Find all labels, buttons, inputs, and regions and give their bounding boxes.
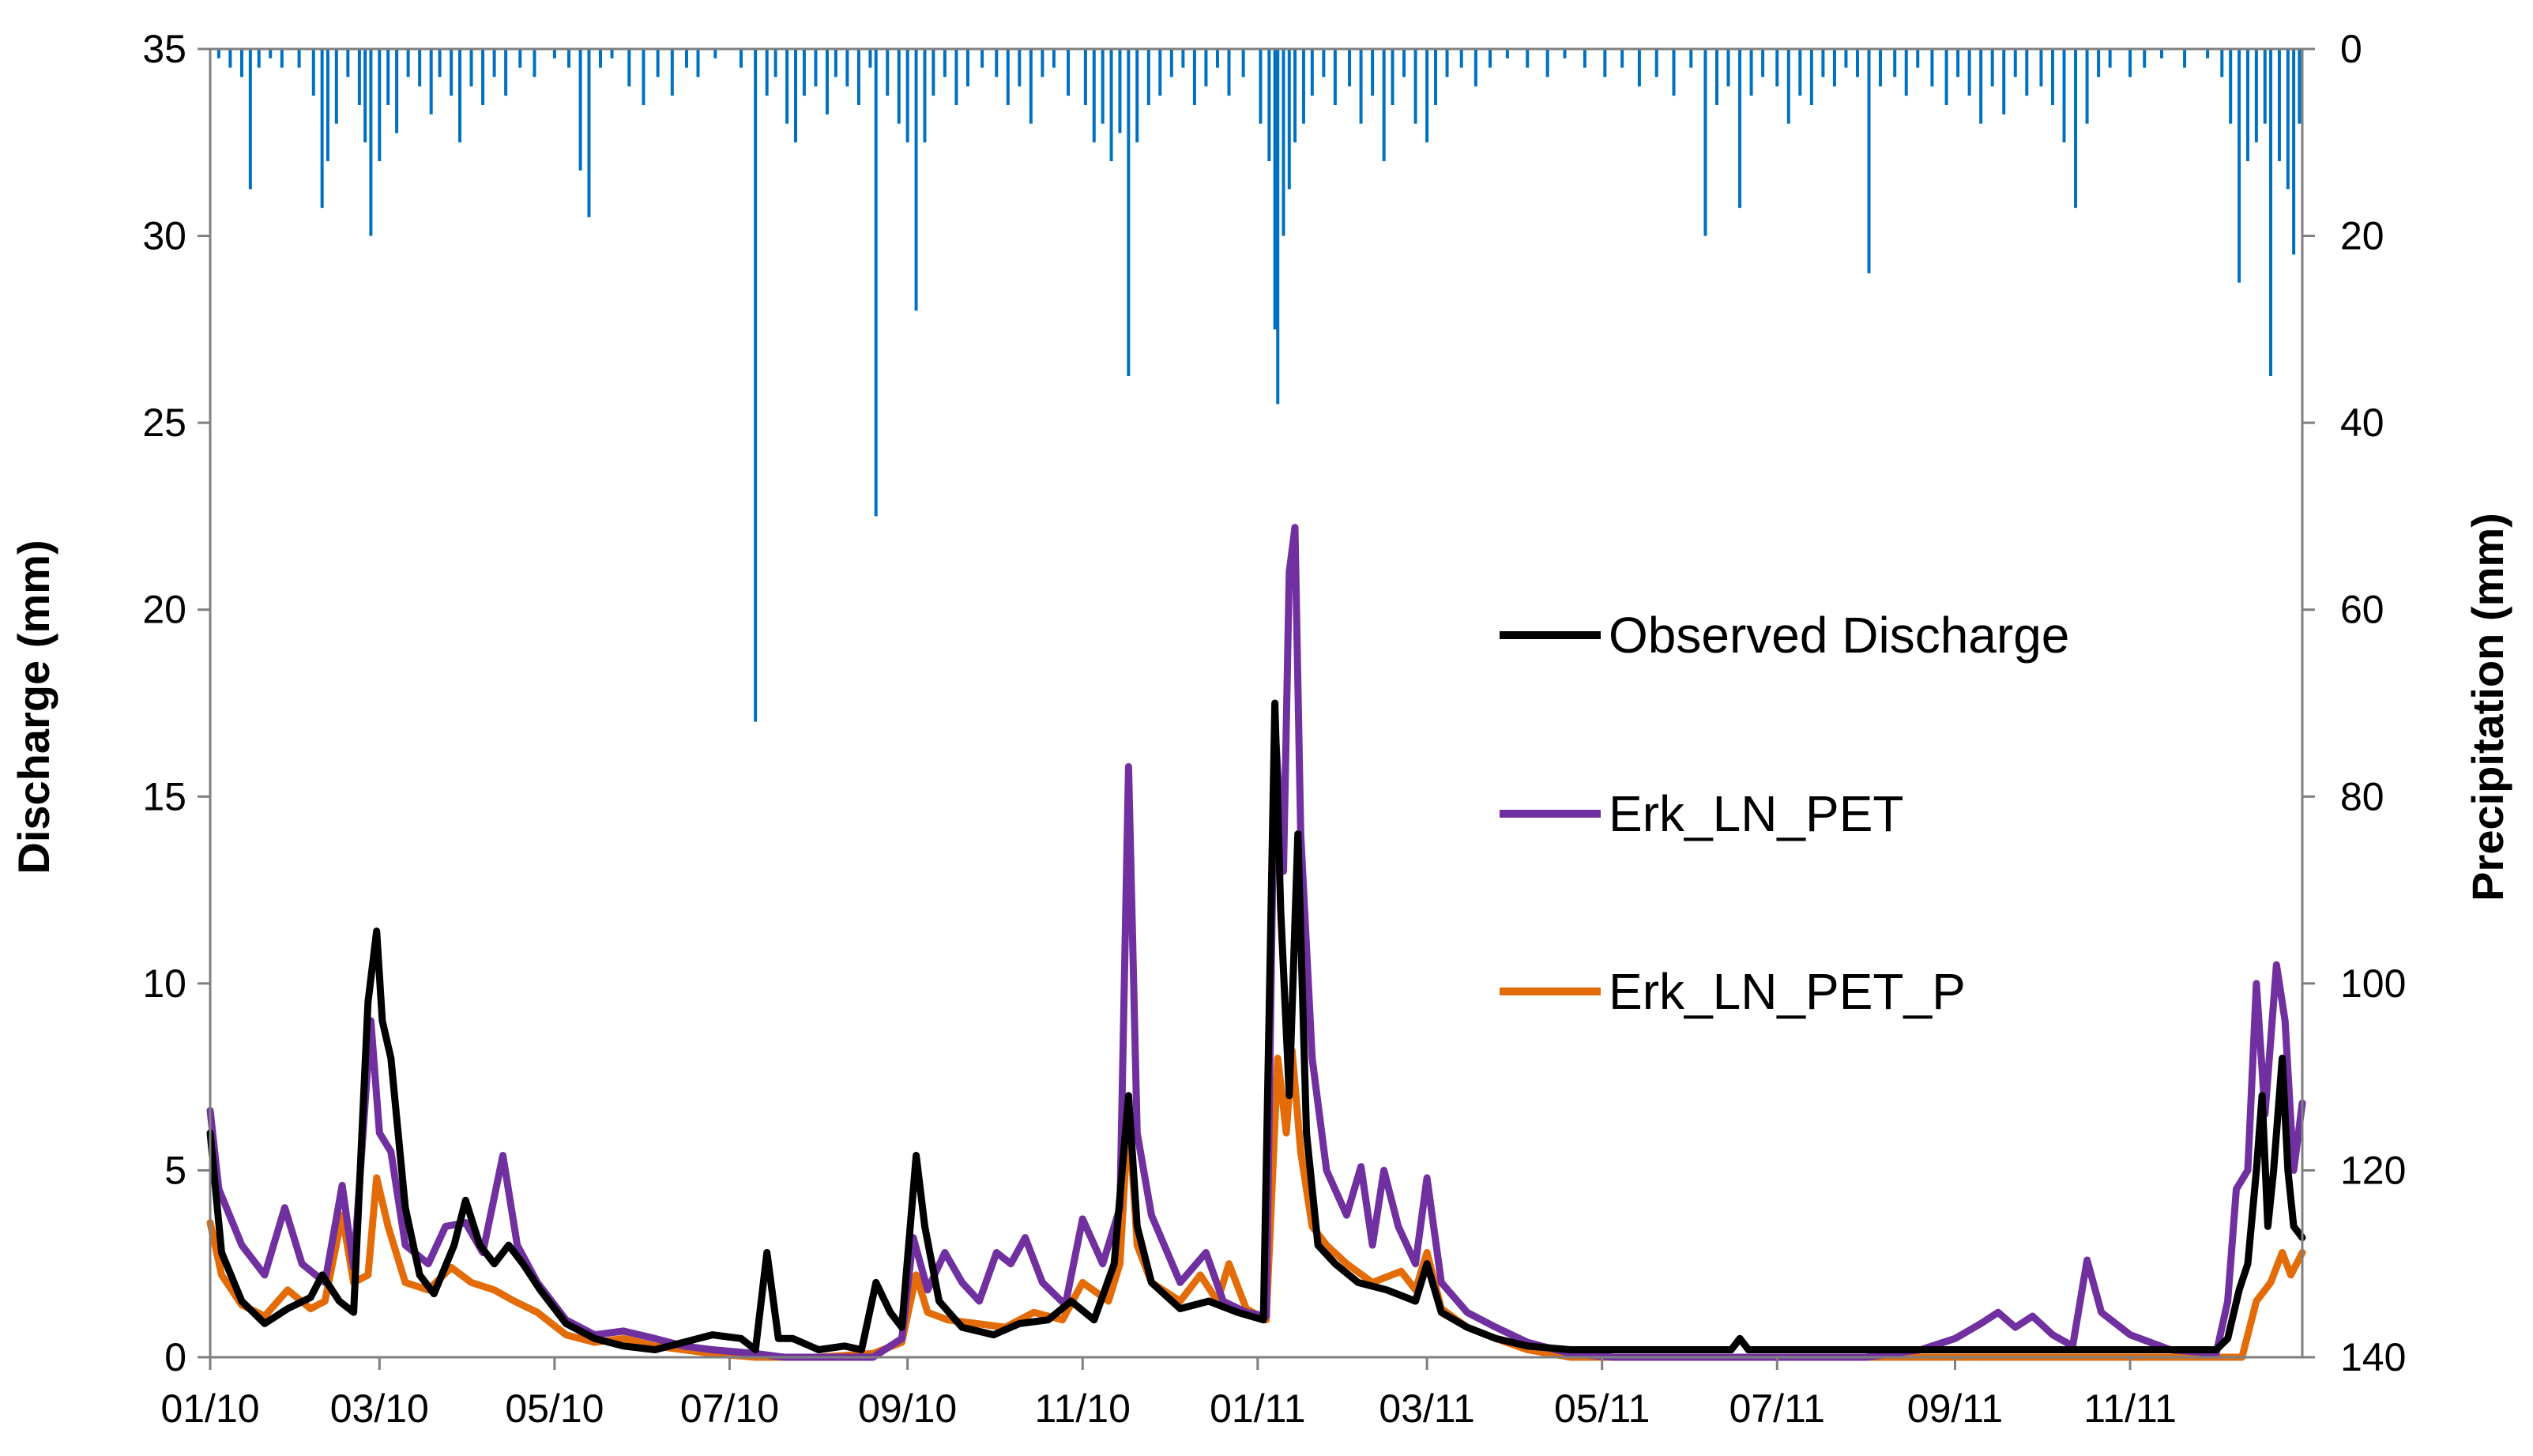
x-tick-label-8: 05/11	[1554, 1386, 1650, 1431]
y2-tick-label-3: 60	[2340, 588, 2384, 632]
x-tick-label-9: 07/11	[1729, 1386, 1825, 1431]
y-tick-label-4: 20	[142, 588, 186, 632]
y-tick-label-5: 25	[142, 401, 186, 445]
x-tick-label-3: 07/10	[680, 1386, 779, 1431]
x-tick-label-2: 05/10	[505, 1386, 604, 1431]
legend-label-1: Erk_LN_PET	[1609, 785, 1903, 842]
x-tick-label-11: 11/11	[2083, 1386, 2177, 1431]
y2-tick-label-5: 100	[2340, 961, 2406, 1006]
y-tick-label-7: 35	[142, 27, 186, 71]
y-tick-label-6: 30	[142, 214, 186, 258]
x-tick-label-5: 11/10	[1035, 1386, 1131, 1431]
y2-tick-label-1: 20	[2340, 214, 2384, 258]
series-line-0	[206, 699, 2306, 1353]
y2-tick-label-7: 140	[2340, 1335, 2406, 1379]
precipitation-bars	[216, 49, 2302, 722]
x-tick-label-1: 03/10	[330, 1386, 429, 1431]
y2-axis-title: Precipitation (mm)	[2463, 513, 2512, 901]
axes: 0 5 10 15 20 25 30 35 0 20 40 60 80 100 120 140 01/10 03/…	[142, 27, 2406, 1431]
legend-label-2: Erk_LN_PET_P	[1609, 963, 1966, 1020]
y2-tick-label-4: 80	[2340, 774, 2384, 818]
legend: Observed Discharge Erk_LN_PET Erk_LN_PET_P	[1500, 607, 2069, 1020]
y2-tick-label-0: 0	[2340, 27, 2362, 71]
y2-tick-label-2: 40	[2340, 401, 2384, 445]
y-tick-label-2: 10	[142, 961, 186, 1006]
y2-tick-label-6: 120	[2340, 1148, 2406, 1192]
legend-label-0: Observed Discharge	[1609, 607, 2069, 664]
y-tick-label-1: 5	[164, 1148, 186, 1192]
x-tick-label-10: 09/11	[1907, 1386, 2003, 1431]
discharge-series	[206, 524, 2306, 1361]
y-axis-title: Discharge (mm)	[9, 540, 58, 874]
x-tick-label-4: 09/10	[858, 1386, 957, 1431]
x-tick-label-7: 03/11	[1379, 1386, 1474, 1431]
y-tick-label-0: 0	[164, 1335, 186, 1379]
x-tick-label-0: 01/10	[160, 1386, 259, 1431]
x-tick-label-6: 01/11	[1210, 1386, 1305, 1431]
y-tick-label-3: 15	[142, 774, 186, 818]
